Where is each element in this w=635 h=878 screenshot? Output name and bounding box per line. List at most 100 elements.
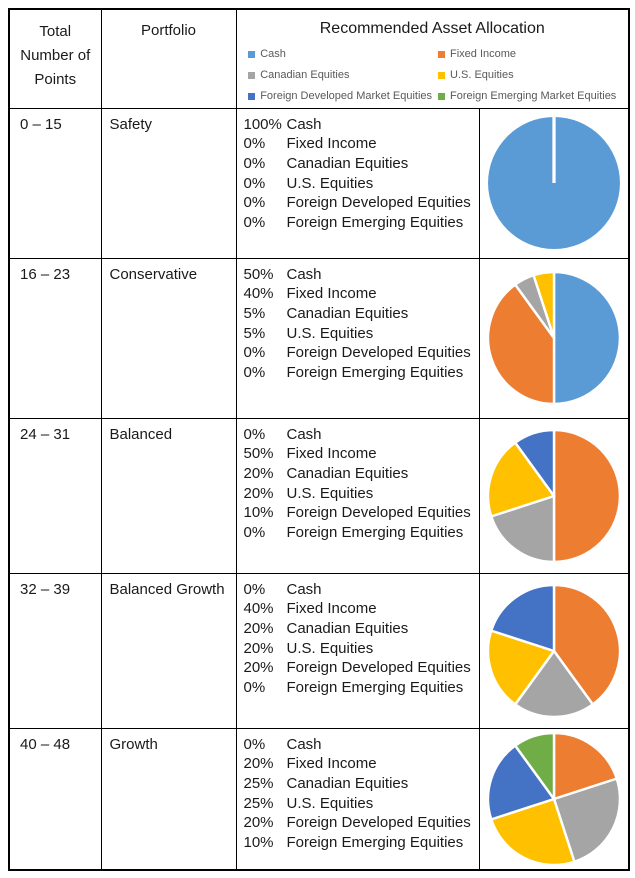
allocation-label: Foreign Developed Equities	[286, 194, 471, 212]
points-range: 0 – 15	[8, 107, 102, 259]
allocation-label: Canadian Equities	[286, 154, 409, 172]
legend-label: Foreign Emerging Market Equities	[450, 90, 617, 102]
allocation-label: Cash	[286, 115, 322, 133]
allocation-line: 20% Foreign Developed Equities	[244, 658, 479, 678]
pie-chart	[486, 115, 622, 251]
column-header-points: Total Number of Points	[8, 8, 102, 109]
allocation-percent: 5%	[243, 304, 266, 322]
pie-chart-cell	[478, 572, 630, 729]
legend-swatch-icon	[438, 92, 446, 100]
pie-chart	[486, 428, 622, 564]
column-header-allocation: Recommended Asset Allocation Cash Fixed I…	[235, 8, 630, 109]
allocation-line: 0% Fixed Income	[244, 134, 479, 154]
pie-chart-svg	[486, 731, 621, 866]
allocation-label: Foreign Developed Equities	[286, 814, 471, 832]
allocation-line: 0% Canadian Equities	[244, 154, 479, 174]
legend-label: Cash	[260, 48, 286, 60]
pie-chart-cell	[478, 257, 630, 419]
portfolio-name: Conservative	[100, 257, 237, 419]
allocation-line: 40% Fixed Income	[244, 284, 479, 304]
allocation-percent: 40%	[243, 600, 274, 618]
allocation-line: 40% Fixed Income	[244, 599, 479, 619]
allocation-label: Canadian Equities	[286, 774, 409, 792]
allocation-line: 100% Cash	[244, 115, 479, 135]
table-row-balanced-growth: 32 – 39 Balanced Growth 0% Cash 40% Fixed I…	[8, 572, 630, 729]
pie-slice	[513, 428, 555, 497]
allocation-percent: 10%	[243, 834, 274, 852]
pie-slice	[489, 583, 555, 652]
allocation-label: Cash	[286, 425, 322, 443]
allocation-percent: 0%	[243, 580, 266, 598]
allocation-line: 20% Foreign Developed Equities	[244, 813, 479, 833]
pie-chart-svg	[486, 583, 621, 718]
allocation-line: 0% Cash	[244, 580, 479, 600]
allocation-header-title: Recommended Asset Allocation	[319, 20, 545, 37]
allocation-percent: 0%	[243, 135, 266, 153]
pie-chart-svg	[487, 117, 620, 249]
portfolio-name: Growth	[100, 727, 237, 871]
allocation-percent: 0%	[243, 524, 266, 542]
pie-slice	[486, 283, 555, 406]
pie-slice	[486, 440, 555, 518]
allocation-line: 5% Canadian Equities	[244, 304, 479, 324]
allocation-label: Foreign Emerging Equities	[286, 679, 464, 697]
allocation-label: Foreign Emerging Equities	[286, 364, 464, 382]
table-row-conservative: 16 – 23 Conservative 50% Cash 40% Fixed Inc…	[8, 257, 630, 419]
allocation-percent: 0%	[243, 154, 266, 172]
legend-label: U.S. Equities	[450, 69, 514, 81]
pie-slice	[513, 731, 555, 800]
allocation-line: 50% Fixed Income	[244, 444, 479, 464]
allocation-percent: 5%	[243, 324, 266, 342]
table-row-growth: 40 – 48 Growth 0% Cash 20% Fixed Income 25% C…	[8, 727, 630, 871]
allocation-line: 0% Cash	[244, 735, 479, 755]
legend-item: U.S. Equities	[438, 69, 616, 81]
pie-chart	[486, 270, 622, 406]
pie-chart-svg	[486, 270, 621, 406]
allocation-line: 20% U.S. Equities	[244, 484, 479, 504]
allocation-label: Foreign Developed Equities	[286, 504, 471, 522]
allocation-line: 0% Foreign Emerging Equities	[244, 678, 479, 698]
allocation-line: 0% Cash	[244, 425, 479, 445]
allocation-label: Fixed Income	[286, 600, 377, 618]
allocation-line: 5% U.S. Equities	[244, 324, 479, 344]
chart-legend: Cash Fixed Income Canadian Equities U.S. Eq…	[237, 48, 629, 102]
allocation-list: 0% Cash 20% Fixed Income 25% Canadian Equitie…	[235, 727, 480, 871]
table-row-balanced: 24 – 31 Balanced 0% Cash 50% Fixed Income 20…	[8, 417, 630, 574]
pie-slice	[486, 744, 555, 821]
allocation-line: 0% Foreign Emerging Equities	[244, 363, 479, 383]
allocation-line: 25% Canadian Equities	[244, 774, 479, 794]
pie-slice	[552, 583, 621, 706]
allocation-line: 20% Fixed Income	[244, 754, 479, 774]
points-range: 32 – 39	[8, 572, 102, 729]
legend-item: Cash	[248, 48, 432, 60]
allocation-line: 25% U.S. Equities	[244, 794, 479, 814]
allocation-percent: 0%	[243, 174, 266, 192]
pie-slice	[486, 628, 555, 706]
allocation-label: Fixed Income	[286, 755, 377, 773]
allocation-percent: 20%	[243, 619, 274, 637]
allocation-label: U.S. Equities	[286, 324, 374, 342]
legend-swatch-icon	[248, 92, 256, 100]
column-header-portfolio: Portfolio	[100, 8, 237, 109]
allocation-line: 0% Foreign Developed Equities	[244, 193, 479, 213]
allocation-percent: 50%	[243, 445, 274, 463]
portfolio-name: Balanced	[100, 417, 237, 574]
legend-swatch-icon	[438, 50, 446, 58]
allocation-list: 50% Cash 40% Fixed Income 5% Canadian Equitie…	[235, 257, 480, 419]
allocation-label: Fixed Income	[286, 135, 377, 153]
allocation-label: Foreign Developed Equities	[286, 659, 471, 677]
allocation-line: 10% Foreign Developed Equities	[244, 503, 479, 523]
allocation-line: 20% U.S. Equities	[244, 639, 479, 659]
legend-swatch-icon	[248, 50, 256, 58]
allocation-label: U.S. Equities	[286, 794, 374, 812]
allocation-label: Fixed Income	[286, 445, 377, 463]
allocation-label: Cash	[286, 735, 322, 753]
pie-chart-svg	[486, 428, 621, 563]
legend-swatch-icon	[248, 71, 256, 79]
allocation-label: Cash	[286, 265, 322, 283]
allocation-label: U.S. Equities	[286, 484, 374, 502]
allocation-label: Cash	[286, 580, 322, 598]
pie-slice	[552, 270, 621, 406]
pie-slice	[489, 797, 576, 866]
portfolio-name: Safety	[100, 107, 237, 259]
